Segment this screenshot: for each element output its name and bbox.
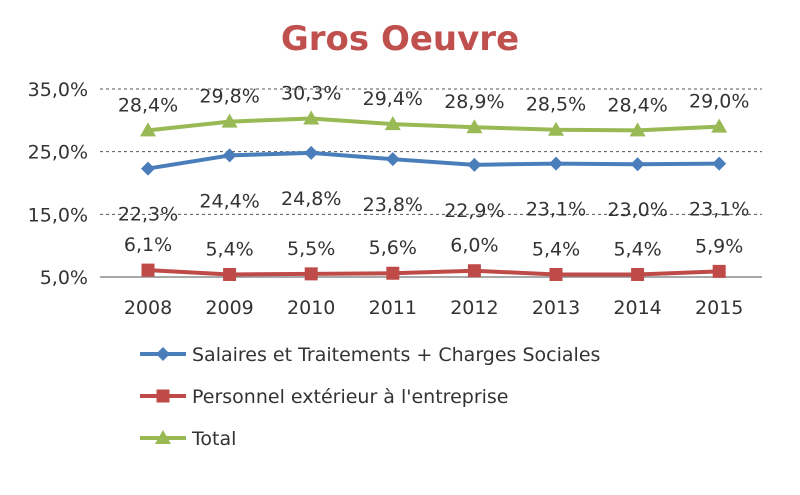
y-tick-label: 25,0% (28, 142, 88, 164)
legend-swatch-marker (156, 347, 170, 361)
data-label: 29,4% (363, 88, 423, 110)
data-point (549, 156, 563, 171)
data-label: 23,1% (526, 199, 586, 221)
data-point (467, 157, 482, 172)
data-point (304, 145, 319, 160)
x-tick-label: 2008 (124, 297, 172, 319)
legend-item-1: Personnel extérieur à l'entreprise (140, 386, 509, 408)
data-label: 28,4% (607, 94, 667, 116)
series-group (140, 110, 728, 281)
data-point (711, 118, 728, 133)
data-label: 5,6% (369, 237, 417, 259)
legend-label: Total (191, 428, 236, 450)
y-axis: 5,0% 15,0% 25,0% 35,0% (28, 79, 88, 289)
data-label: 29,8% (199, 86, 259, 108)
data-point (221, 113, 238, 128)
data-label: 23,1% (689, 199, 749, 221)
data-point (141, 263, 155, 277)
data-label: 24,4% (199, 190, 259, 212)
data-point (631, 267, 645, 281)
x-tick-label: 2012 (450, 297, 498, 319)
data-label: 22,9% (444, 200, 504, 222)
legend-label: Personnel extérieur à l'entreprise (192, 386, 509, 408)
y-tick-label: 35,0% (28, 79, 88, 101)
data-label: 5,9% (695, 235, 743, 257)
data-label: 22,3% (118, 204, 178, 226)
x-tick-label: 2010 (287, 297, 335, 319)
series-1 (141, 263, 726, 281)
x-tick-label: 2015 (695, 297, 743, 319)
y-tick-label: 5,0% (40, 267, 88, 289)
data-label: 5,4% (532, 238, 580, 260)
data-point (141, 161, 155, 176)
series-line (146, 268, 722, 277)
data-point (304, 267, 318, 281)
data-point (223, 267, 237, 281)
data-point (712, 156, 727, 171)
gridlines (100, 88, 762, 278)
data-point (140, 122, 156, 137)
x-tick-label: 2014 (613, 297, 661, 319)
data-point (466, 119, 483, 134)
series-2 (140, 110, 728, 137)
data-label: 24,8% (281, 188, 341, 210)
series-0 (141, 145, 727, 176)
data-point (630, 157, 645, 172)
data-point (303, 110, 320, 125)
legend-item-2: Total (140, 428, 236, 450)
x-axis: 2008 2009 2010 2011 2012 2013 2014 2015 (124, 297, 744, 319)
data-label: 29,0% (689, 91, 749, 113)
legend-swatch-marker (156, 389, 170, 403)
data-label: 28,9% (444, 91, 504, 113)
y-tick-label: 15,0% (28, 204, 88, 226)
legend-swatch-marker (155, 430, 171, 444)
data-labels: 22,3% 24,4% 24,8% 23,8% 22,9% 23,1% 23,0% 23,1%… (118, 82, 750, 260)
data-label: 5,4% (613, 238, 661, 260)
data-label: 30,3% (281, 82, 341, 104)
data-label: 28,4% (118, 94, 178, 116)
data-point (549, 267, 563, 281)
legend-item-0: Salaires et Traitements + Charges Social… (140, 344, 600, 366)
data-point (548, 121, 564, 136)
data-point (222, 148, 237, 163)
data-label: 5,4% (205, 238, 253, 260)
data-point (384, 116, 401, 131)
data-point (629, 122, 646, 137)
data-point (712, 264, 726, 278)
data-label: 28,5% (526, 94, 586, 116)
chart-title: Gros Oeuvre (281, 19, 519, 59)
series-line (146, 116, 722, 133)
x-tick-label: 2013 (532, 297, 580, 319)
x-tick-label: 2011 (369, 297, 417, 319)
data-point (386, 266, 400, 280)
legend: Salaires et Traitements + Charges Social… (140, 344, 600, 450)
data-point (385, 152, 400, 167)
series-line (146, 150, 722, 171)
data-point (467, 264, 481, 278)
data-label: 6,0% (450, 235, 498, 257)
data-label: 23,8% (363, 194, 423, 216)
legend-label: Salaires et Traitements + Charges Social… (192, 344, 600, 366)
data-label: 6,1% (124, 234, 172, 256)
data-label: 23,0% (607, 199, 667, 221)
x-tick-label: 2009 (205, 297, 253, 319)
data-label: 5,5% (287, 238, 335, 260)
